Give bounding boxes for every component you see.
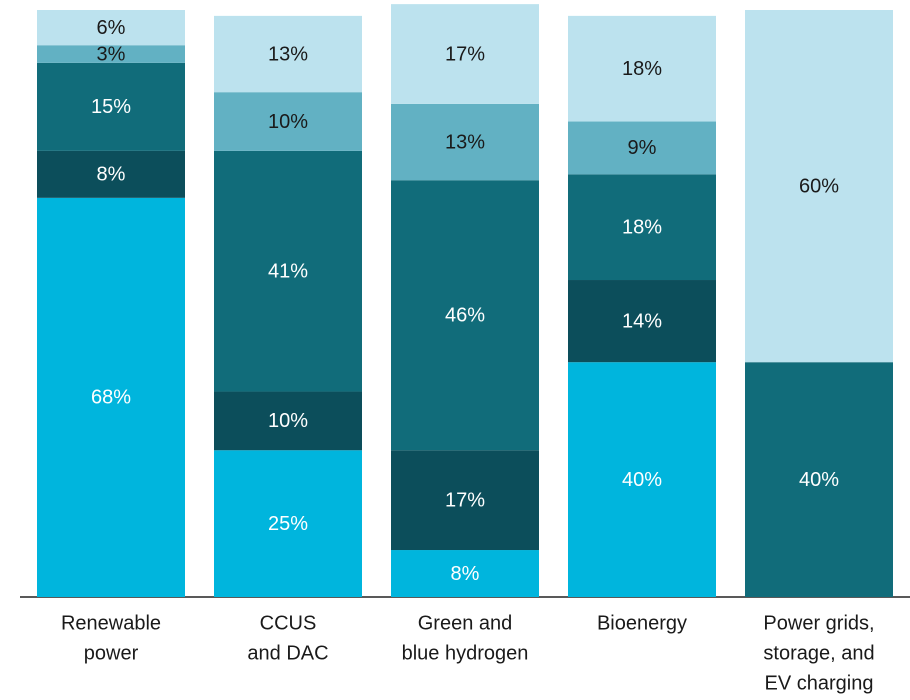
x-tick-label: Power grids, — [763, 612, 874, 634]
data-label: 6% — [97, 17, 126, 39]
x-tick-label: Green and — [418, 612, 513, 634]
data-label: 10% — [268, 111, 308, 133]
bar-segment — [391, 550, 539, 597]
bar-segment — [568, 174, 716, 281]
bar-segment — [568, 280, 716, 363]
bar-segment — [37, 10, 185, 46]
bar-segment — [37, 62, 185, 151]
bar-segment — [745, 10, 893, 363]
data-label: 8% — [451, 563, 480, 585]
bar-segment — [214, 15, 362, 93]
data-label: 60% — [799, 175, 839, 197]
x-tick-label: power — [84, 642, 139, 664]
bar-segment — [391, 103, 539, 181]
data-label: 40% — [799, 469, 839, 491]
data-label: 9% — [628, 137, 657, 159]
bar-segment — [391, 4, 539, 104]
data-label: 41% — [268, 260, 308, 282]
x-tick-label: CCUS — [260, 612, 317, 634]
data-label: 18% — [622, 216, 662, 238]
bar-segment — [37, 45, 185, 63]
bar-segment — [214, 391, 362, 451]
data-label: 14% — [622, 310, 662, 332]
bar-segment — [37, 150, 185, 198]
data-label: 46% — [445, 305, 485, 327]
bar-segment — [214, 150, 362, 392]
data-label: 68% — [91, 387, 131, 409]
data-label: 18% — [622, 58, 662, 80]
bar-segment — [214, 92, 362, 151]
bar-segment — [37, 197, 185, 597]
x-tick-label: and DAC — [247, 642, 328, 664]
data-label: 10% — [268, 410, 308, 432]
bar-segment — [391, 450, 539, 551]
data-label: 8% — [97, 164, 126, 186]
data-label: 13% — [268, 43, 308, 65]
x-tick-label: storage, and — [763, 642, 874, 664]
data-label: 13% — [445, 131, 485, 153]
bar-segment — [568, 121, 716, 175]
bar-segment — [568, 362, 716, 597]
bar-segment — [214, 450, 362, 597]
data-label: 17% — [445, 43, 485, 65]
x-tick-label: blue hydrogen — [402, 642, 529, 664]
bar-segment — [391, 180, 539, 451]
data-label: 25% — [268, 513, 308, 535]
x-tick-label: Renewable — [61, 612, 161, 634]
bar-segment — [568, 15, 716, 122]
data-label: 40% — [622, 469, 662, 491]
x-tick-label: Bioenergy — [597, 612, 687, 634]
data-label: 15% — [91, 96, 131, 118]
data-label: 3% — [97, 43, 126, 65]
bar-segment — [745, 362, 893, 597]
data-label: 17% — [445, 489, 485, 511]
x-tick-label: EV charging — [765, 672, 874, 694]
